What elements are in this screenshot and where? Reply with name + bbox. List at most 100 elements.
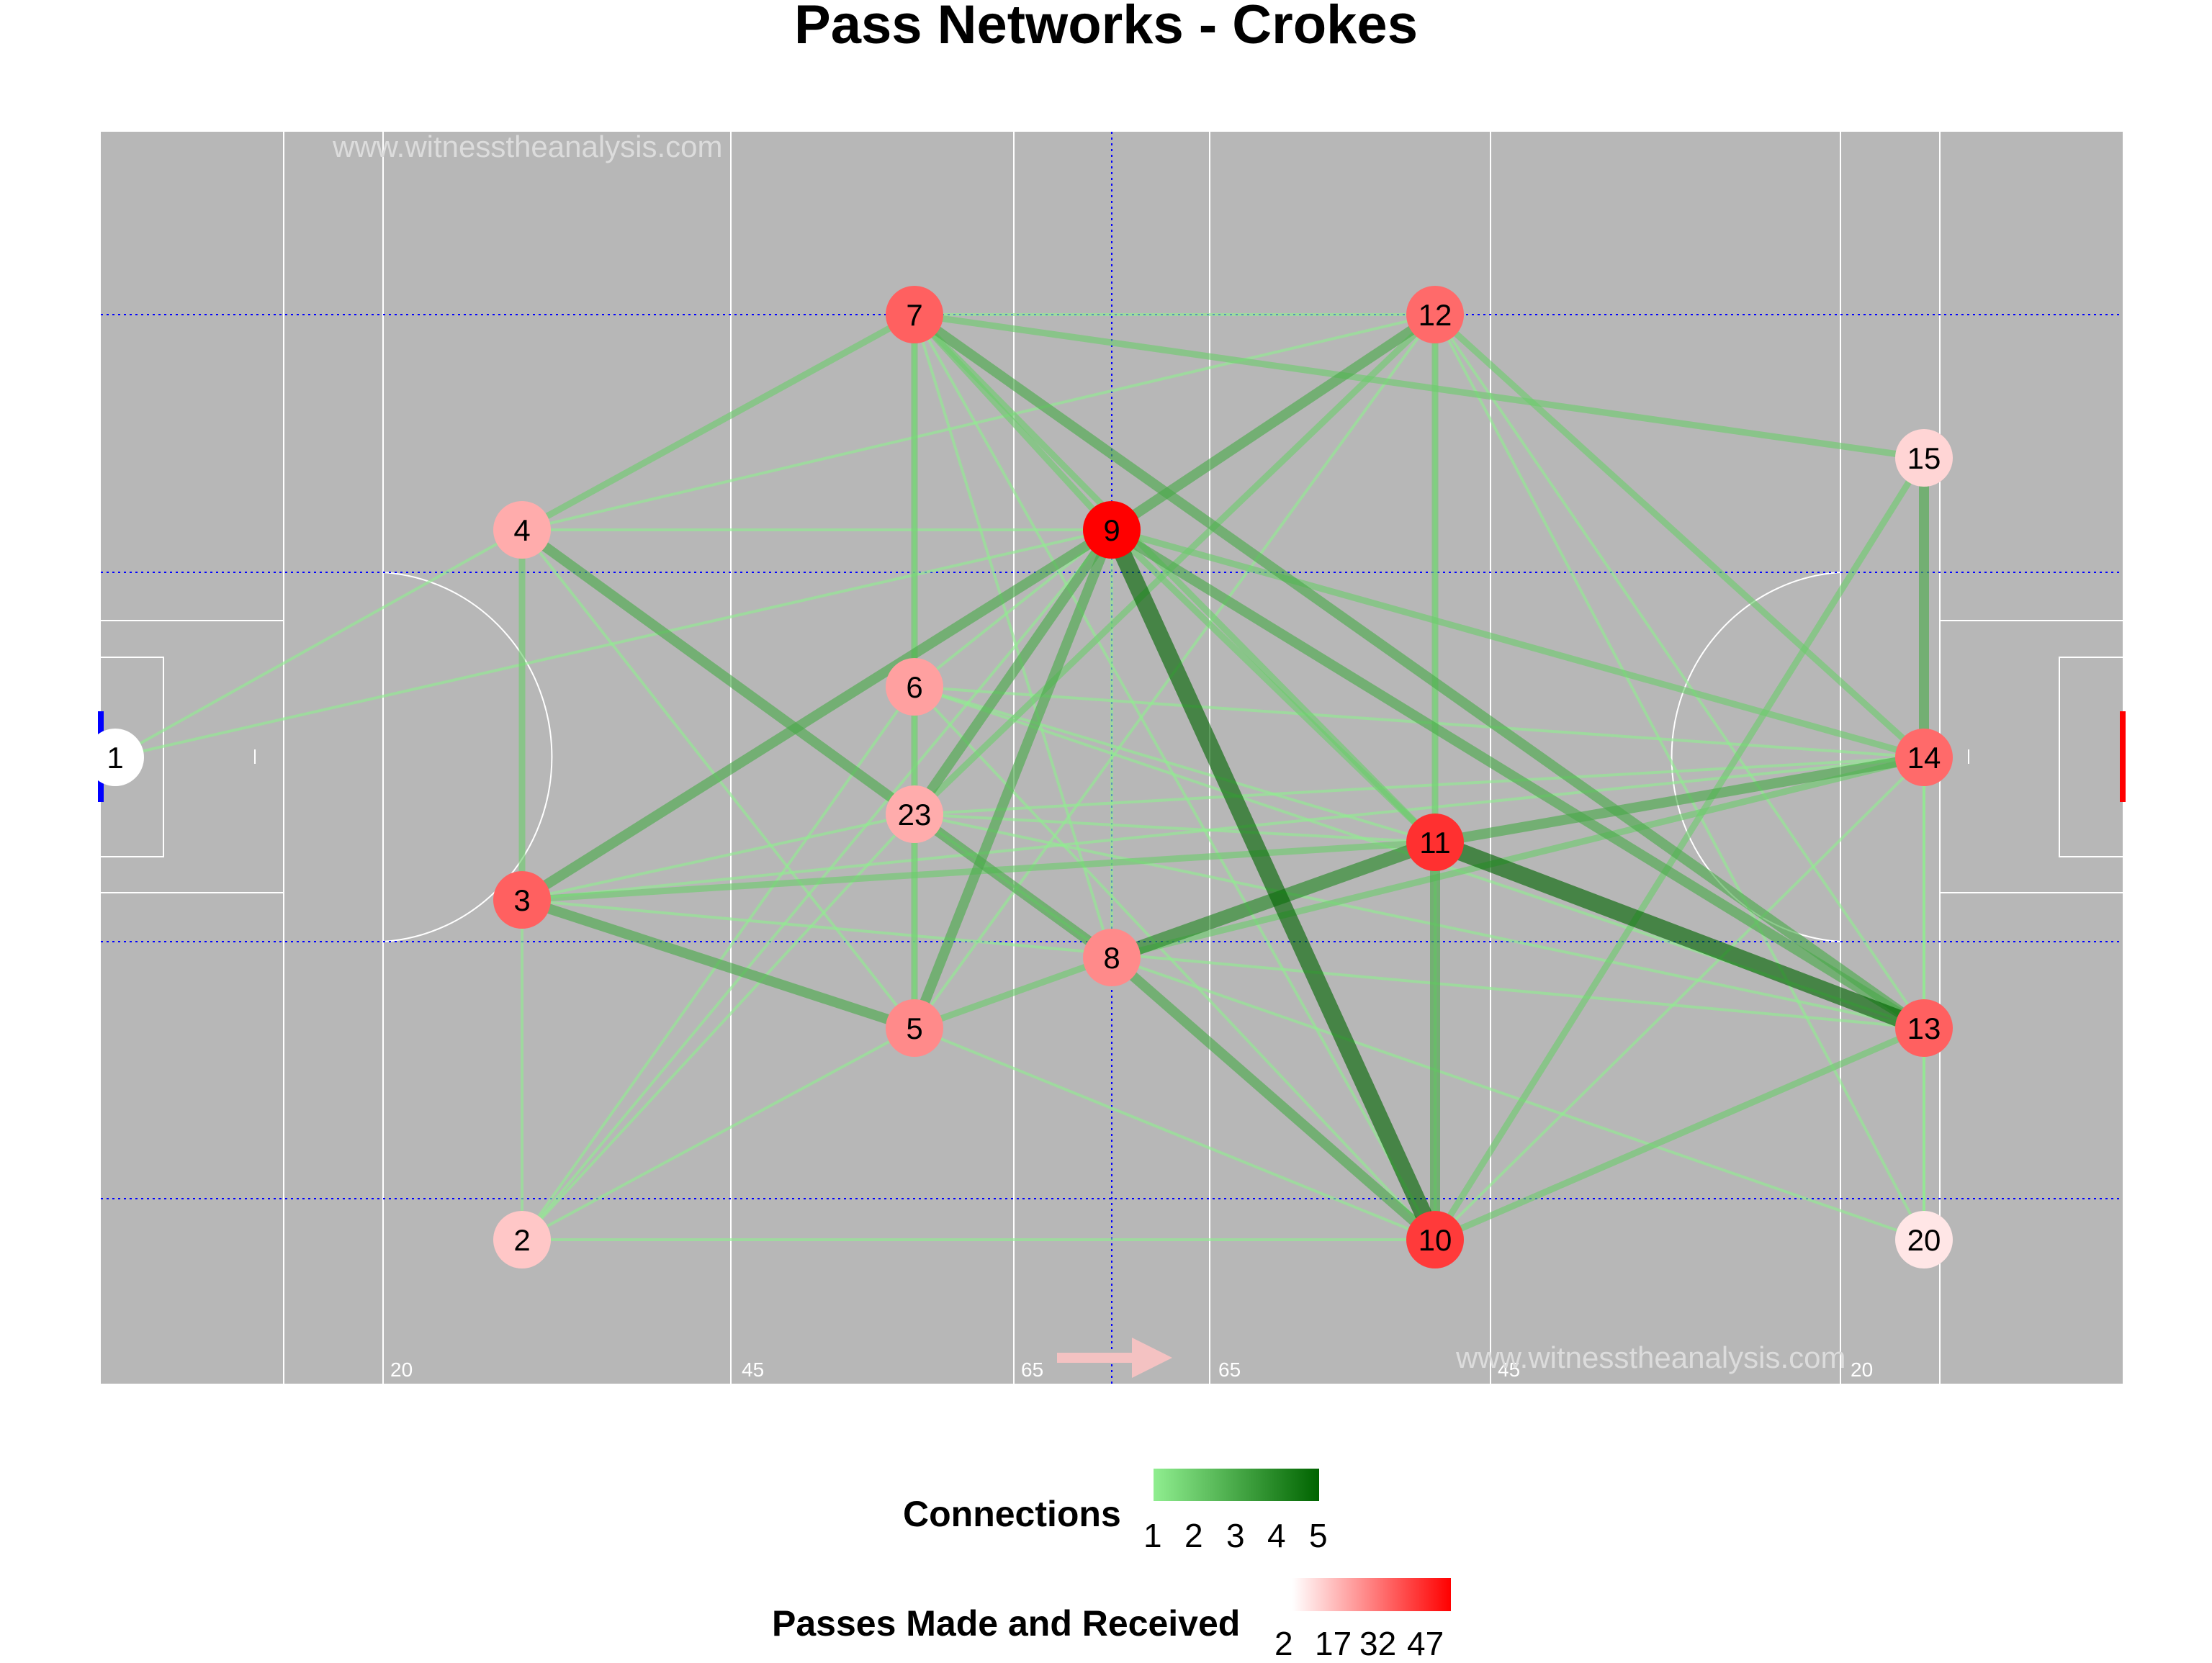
player-node-circle — [886, 658, 943, 716]
pass-connection — [1108, 526, 1439, 846]
legend-tick-label: 4 — [1267, 1517, 1286, 1554]
pass-connection — [913, 685, 1437, 1241]
pass-connection — [1431, 1024, 1928, 1243]
player-node: 13 — [1895, 999, 1953, 1057]
player-node-label: 10 — [1419, 1223, 1452, 1257]
pass-connection — [1107, 310, 1440, 535]
player-node-label: 23 — [898, 798, 932, 832]
pass-connection — [913, 685, 1437, 844]
pass-connection — [517, 895, 920, 1033]
player-node-label: 13 — [1907, 1011, 1941, 1045]
player-node-circle — [493, 501, 551, 559]
player-node-circle — [493, 871, 551, 929]
pass-connection — [1108, 754, 1928, 961]
player-node: 20 — [1895, 1211, 1953, 1268]
pass-connection — [913, 1027, 1437, 1241]
legend-tick-label: 3 — [1226, 1517, 1245, 1554]
player-node: 9 — [1083, 501, 1141, 559]
legend-tick-label: 17 — [1315, 1625, 1352, 1662]
player-node-circle — [886, 286, 943, 343]
player-node-label: 20 — [1907, 1223, 1941, 1257]
pass-connection — [1103, 521, 1444, 1248]
player-node: 5 — [886, 999, 943, 1057]
connections-legend-title: Connections — [903, 1494, 1121, 1534]
player-node-circle — [1406, 1211, 1464, 1268]
pass-connection — [521, 756, 1925, 901]
legend-tick-label: 2 — [1184, 1517, 1203, 1554]
player-node-label: 1 — [107, 741, 123, 775]
pass-connection — [521, 313, 1437, 531]
passes-color-bar — [1292, 1578, 1451, 1611]
pass-connection — [114, 528, 1113, 759]
pass-connections — [114, 310, 1933, 1248]
player-node: 8 — [1083, 929, 1141, 986]
pass-connection — [913, 313, 1437, 1241]
pass-connection — [909, 525, 1117, 819]
player-node-circle — [493, 1211, 551, 1268]
player-node-circle — [1895, 1211, 1953, 1268]
pass-connection — [1434, 756, 1925, 1241]
player-node-label: 11 — [1419, 826, 1451, 860]
pass-connection — [1110, 956, 1925, 1241]
pass-connection — [517, 525, 1117, 963]
player-node: 15 — [1895, 429, 1953, 487]
pass-connection — [114, 528, 523, 759]
pass-connection — [1434, 313, 1925, 1029]
pass-connection — [517, 525, 1117, 905]
player-node: 3 — [493, 871, 551, 929]
player-node: 14 — [1895, 729, 1953, 786]
player-node-circle — [886, 999, 943, 1057]
player-node-label: 15 — [1907, 441, 1941, 475]
player-node-label: 14 — [1907, 741, 1941, 775]
distance-labels: 20 45 65 65 45 20 — [390, 1358, 1873, 1381]
pass-connection — [1431, 311, 1928, 761]
player-node-label: 9 — [1103, 513, 1120, 547]
player-node-circle — [1083, 929, 1141, 986]
pass-connection — [1430, 752, 1929, 847]
player-node: 4 — [493, 501, 551, 559]
player-node-circle — [1406, 814, 1464, 871]
legend-tick-label: 47 — [1407, 1625, 1444, 1662]
player-node-circle — [886, 785, 943, 843]
player-node-label: 8 — [1103, 941, 1120, 975]
pass-connection — [1107, 525, 1929, 1033]
pass-connection — [911, 311, 1928, 461]
watermark: www.witnesstheanalysis.com — [1455, 1340, 1846, 1374]
pass-connection — [1107, 952, 1440, 1245]
pass-connection — [521, 528, 1113, 1241]
player-node: 11 — [1406, 814, 1464, 871]
player-node-label: 12 — [1419, 298, 1452, 332]
pass-connection — [913, 813, 1925, 1029]
watermark: www.witnesstheanalysis.com — [332, 130, 723, 163]
player-node: 1 — [86, 729, 144, 786]
pass-connection — [1431, 454, 1928, 1243]
player-node: 23 — [886, 785, 943, 843]
player-node: 10 — [1406, 1211, 1464, 1268]
chart-title: Pass Networks - Crokes — [794, 0, 1418, 55]
pass-connection — [1108, 526, 1928, 761]
legend-tick-label: 1 — [1143, 1517, 1162, 1554]
player-node-circle — [1895, 999, 1953, 1057]
pass-connection — [1434, 313, 1925, 1241]
pass-connection — [521, 1027, 916, 1241]
player-node-circle — [1895, 429, 1953, 487]
player-node-circle — [1895, 729, 1953, 786]
distance-label: 65 — [1218, 1358, 1241, 1381]
player-node-label: 7 — [906, 298, 922, 332]
pass-connection — [521, 898, 1925, 1029]
connections-color-bar — [1154, 1469, 1319, 1501]
player-node: 12 — [1406, 286, 1464, 343]
player-node-label: 2 — [513, 1223, 530, 1257]
pass-connection — [913, 756, 1925, 816]
player-node: 2 — [493, 1211, 551, 1268]
distance-label: 20 — [1851, 1358, 1873, 1381]
pass-connection — [909, 525, 1117, 1033]
player-node-circle — [86, 729, 144, 786]
pass-connection — [909, 310, 1929, 1033]
distance-label: 65 — [1021, 1358, 1043, 1381]
passes-legend-title: Passes Made and Received — [772, 1603, 1241, 1644]
distance-label: 45 — [1498, 1358, 1520, 1381]
player-node-circle — [1083, 501, 1141, 559]
